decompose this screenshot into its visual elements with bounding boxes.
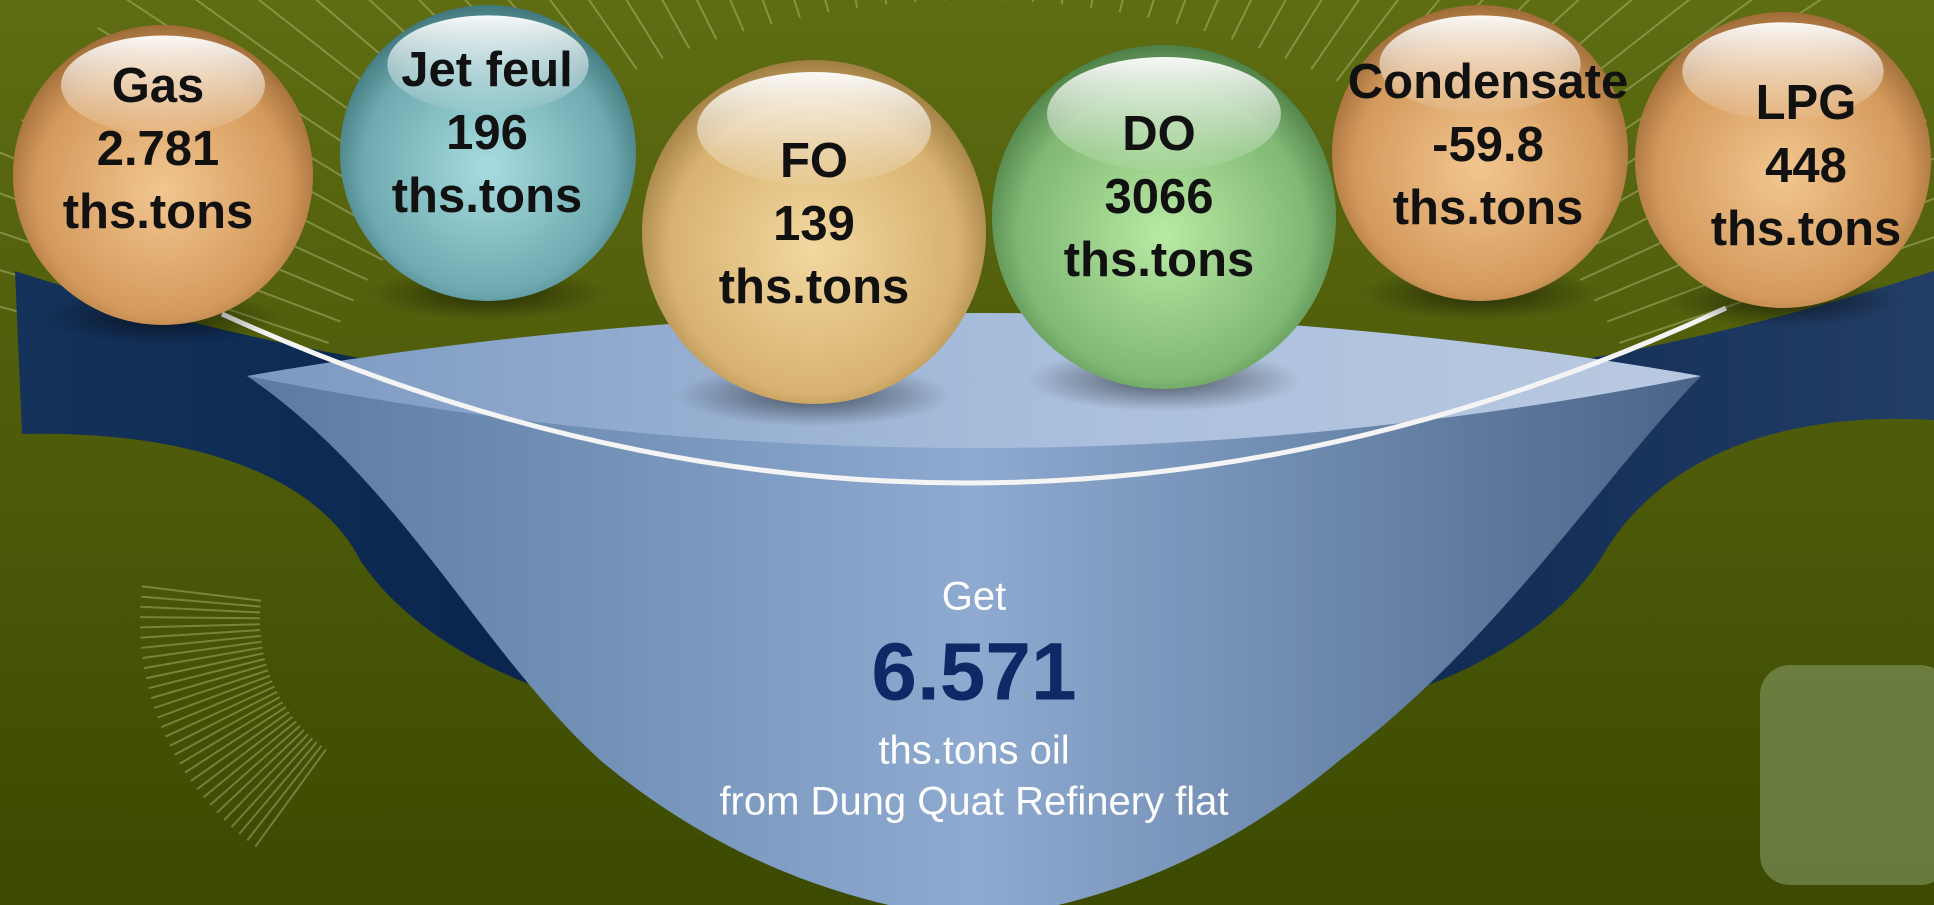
sphere-gloss [1047,57,1281,171]
product-sphere: Condensate -59.8 ths.tons [1332,5,1628,321]
bowl [247,313,1701,905]
ray [150,663,267,700]
ray [160,680,273,729]
sphere-gloss [1682,22,1884,121]
ray [157,674,271,719]
product-value: 2.781 [97,122,220,176]
ray [174,696,281,756]
ray [140,616,261,620]
background-panel [1760,665,1934,885]
total-value: 6.571 [871,627,1076,718]
product-unit: ths.tons [63,185,254,239]
ray [1310,0,1361,70]
ray [254,748,327,848]
ray [164,685,275,738]
ray [202,720,297,799]
ray [145,652,264,680]
ray [209,725,301,806]
ray [140,623,261,629]
ray [140,595,261,608]
ray [196,715,294,791]
ray [246,745,323,841]
product-sphere: Gas 2.781 ths.tons [13,25,313,345]
ray [625,0,664,59]
sphere-gloss [387,15,589,114]
ray [1335,0,1400,82]
product-name: LPG [1756,76,1857,130]
ray [184,706,287,774]
total-source: from Dung Quat Refinery flat [719,780,1228,824]
product-value: 3066 [1104,170,1213,224]
ray [216,729,305,814]
ray [169,690,278,747]
ray [153,669,269,709]
total-unit: ths.tons oil [878,729,1069,773]
ray [230,737,314,828]
sphere-gloss [697,72,931,186]
ray [238,741,318,835]
product-name: DO [1122,107,1196,161]
total-prefix: Get [942,575,1006,619]
ray [148,658,266,690]
product-sphere: LPG 448 ths.tons [1635,12,1931,328]
arc-line [220,305,1728,486]
bowl-rim [247,313,1701,448]
product-unit: ths.tons [392,169,583,223]
product-name: Jet feul [401,43,573,97]
ray [141,634,261,649]
product-sphere: DO 3066 ths.tons [992,45,1336,412]
ray [140,629,261,639]
ray [190,711,290,782]
ray [141,585,262,602]
ray [140,605,261,614]
product-sphere: Jet feul 196 ths.tons [340,5,636,321]
product-value: 139 [773,197,855,251]
product-sphere: FO 139 ths.tons [642,60,986,427]
product-unit: ths.tons [1064,233,1255,287]
ray [179,701,284,765]
product-unit: ths.tons [1711,202,1902,256]
product-unit: ths.tons [719,260,910,314]
product-value: -59.8 [1432,118,1544,172]
product-value: 196 [446,106,528,160]
product-name: Gas [112,59,205,113]
product-unit: ths.tons [1393,181,1584,235]
sphere-gloss [61,35,265,135]
product-name: Condensate [1348,55,1628,109]
sphere-gloss [1379,15,1581,114]
ray [142,640,262,659]
spheres: Gas 2.781 ths.tons Jet feul 196 ths.tons FO 139… [13,5,1931,427]
ray [223,733,309,821]
ray [143,646,263,670]
product-value: 448 [1765,139,1847,193]
product-name: FO [780,134,848,188]
ray [587,0,638,70]
ray [1284,0,1323,59]
